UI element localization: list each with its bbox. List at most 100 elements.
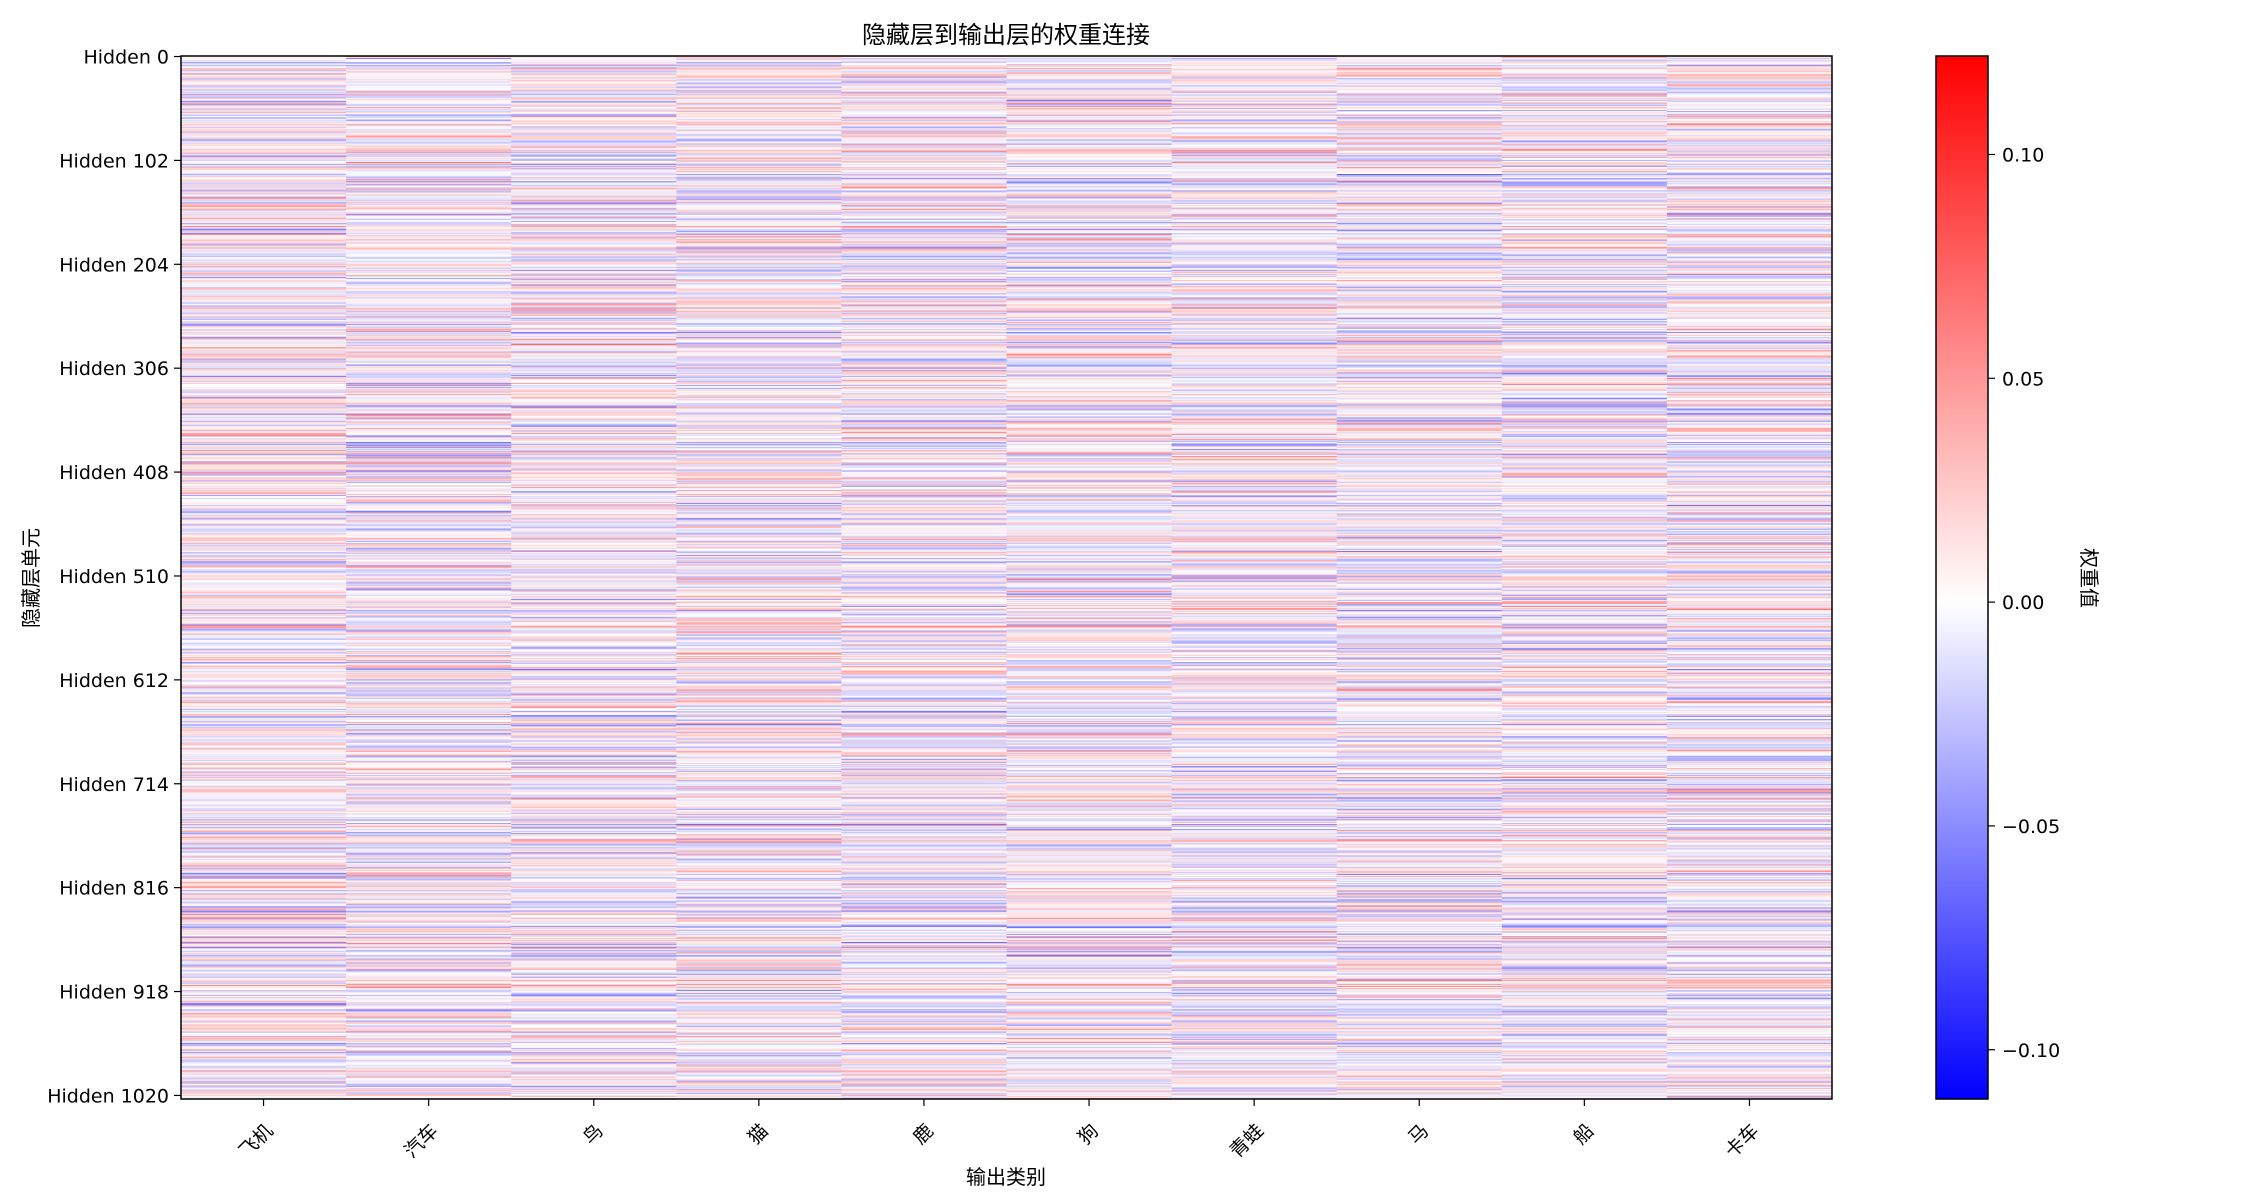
heatmap-cell	[346, 355, 512, 357]
heatmap-cell	[1336, 508, 1503, 510]
heatmap-cell	[1336, 90, 1503, 93]
heatmap-cell	[1336, 219, 1503, 222]
heatmap-cell	[1666, 292, 1832, 294]
heatmap-cell	[1171, 455, 1338, 457]
heatmap-cell	[676, 359, 842, 361]
heatmap-cell	[181, 90, 347, 93]
heatmap-cell	[1666, 483, 1832, 486]
heatmap-cell	[181, 408, 347, 410]
heatmap-cell	[346, 131, 512, 133]
heatmap-cell	[1666, 146, 1832, 149]
heatmap-cell	[511, 507, 677, 509]
heatmap-cell	[1006, 332, 1173, 334]
heatmap-cell	[511, 189, 677, 191]
heatmap-cell	[676, 89, 842, 92]
heatmap-cell	[346, 126, 512, 128]
heatmap-cell	[1171, 414, 1338, 416]
heatmap-cell	[346, 384, 512, 387]
heatmap-cell	[1336, 417, 1503, 420]
heatmap-cell	[511, 564, 677, 566]
heatmap-cell	[676, 117, 842, 119]
heatmap-cell	[1006, 256, 1173, 259]
heatmap-cell	[1171, 473, 1338, 476]
heatmap-cell	[1501, 236, 1668, 238]
heatmap-cells	[181, 56, 1832, 1099]
heatmap-cell	[181, 248, 347, 250]
heatmap-cell	[181, 559, 347, 561]
heatmap-cell	[1171, 514, 1338, 516]
heatmap-cell	[1006, 326, 1173, 329]
heatmap-cell	[841, 456, 1008, 458]
heatmap-cell	[346, 382, 512, 385]
heatmap-cell	[1171, 468, 1338, 470]
heatmap-cell	[676, 59, 842, 61]
heatmap-cell	[1336, 350, 1503, 352]
heatmap-cell	[1501, 245, 1668, 247]
heatmap-cell	[1501, 473, 1668, 476]
heatmap-cell	[841, 272, 1008, 275]
heatmap-cell	[1501, 446, 1668, 448]
heatmap-cell	[346, 128, 512, 130]
heatmap-cell	[1171, 168, 1338, 170]
heatmap-cell	[181, 227, 347, 229]
heatmap-cell	[1171, 346, 1338, 348]
heatmap-cell	[181, 168, 347, 170]
heatmap-cell	[181, 543, 347, 546]
heatmap-cell	[841, 294, 1008, 296]
heatmap-cell	[676, 261, 842, 264]
heatmap-cell	[1336, 326, 1503, 329]
heatmap-cell	[676, 445, 842, 447]
heatmap-cell	[181, 497, 347, 499]
heatmap-cell	[1171, 273, 1338, 276]
heatmap-cell	[841, 462, 1008, 464]
heatmap-cell	[676, 357, 842, 359]
heatmap-cell	[1171, 324, 1338, 327]
heatmap-cell	[1336, 420, 1503, 423]
heatmap-cell	[1171, 372, 1338, 375]
heatmap-cell	[1336, 73, 1503, 75]
heatmap-cell	[676, 492, 842, 495]
heatmap-cell	[181, 89, 347, 92]
heatmap-cell	[1171, 425, 1338, 428]
heatmap-cell	[676, 310, 842, 313]
heatmap-cell	[1006, 364, 1173, 367]
heatmap-cell	[1171, 364, 1338, 367]
heatmap-cell	[841, 192, 1008, 194]
heatmap-cell	[1336, 365, 1503, 368]
heatmap-cell	[181, 387, 347, 389]
heatmap-cell	[1006, 554, 1173, 556]
heatmap-cell	[1501, 465, 1668, 467]
heatmap-cell	[841, 556, 1008, 558]
heatmap-cell	[181, 77, 347, 79]
heatmap-cell	[1006, 142, 1173, 144]
heatmap-cell	[1006, 175, 1173, 177]
heatmap-cell	[511, 483, 677, 486]
heatmap-cell	[181, 455, 347, 457]
heatmap-cell	[841, 121, 1008, 123]
heatmap-cell	[1006, 556, 1173, 558]
heatmap-cell	[511, 245, 677, 247]
heatmap-cell	[676, 376, 842, 379]
heatmap-cell	[1501, 60, 1668, 62]
heatmap-cell	[1666, 526, 1832, 528]
heatmap-cell	[676, 552, 842, 554]
heatmap-cell	[511, 300, 677, 302]
heatmap-cell	[181, 243, 347, 245]
heatmap-cell	[1171, 119, 1338, 121]
heatmap-cell	[1171, 406, 1338, 408]
heatmap-cell	[676, 248, 842, 250]
heatmap-cell	[181, 151, 347, 154]
heatmap-cell	[1336, 238, 1503, 240]
heatmap-cell	[1336, 178, 1503, 180]
heatmap-cell	[346, 67, 512, 69]
heatmap-cell	[676, 464, 842, 466]
heatmap-cell	[1501, 129, 1668, 131]
heatmap-cell	[1006, 320, 1173, 323]
heatmap-cell	[841, 447, 1008, 449]
heatmap-cell	[1666, 242, 1832, 244]
heatmap-cell	[1006, 384, 1173, 387]
heatmap-cell	[346, 161, 512, 164]
heatmap-cell	[346, 419, 512, 422]
heatmap-cell	[1171, 334, 1338, 336]
heatmap-cell	[346, 176, 512, 178]
